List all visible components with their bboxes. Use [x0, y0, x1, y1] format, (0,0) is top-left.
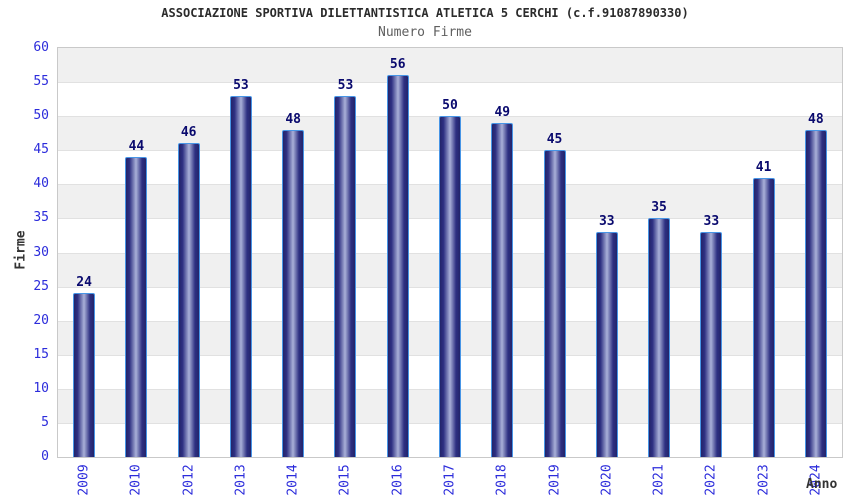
- x-tick-label: 2014: [285, 464, 301, 496]
- grid-line: [58, 82, 842, 84]
- bar-value-label: 53: [233, 77, 249, 93]
- bar-value-label: 33: [703, 214, 720, 230]
- chart-subtitle: Numero Firme: [378, 25, 472, 40]
- bar-value-label: 56: [389, 57, 406, 73]
- x-tick-label: 2018: [494, 464, 510, 496]
- y-tick-label: 45: [33, 142, 49, 158]
- x-tick-label: 2012: [181, 464, 197, 496]
- y-tick-label: 60: [33, 40, 49, 55]
- bar: [543, 150, 566, 457]
- y-tick-label: 0: [41, 449, 49, 464]
- bar: [439, 116, 461, 457]
- bar: [648, 218, 671, 457]
- y-tick-label: 30: [33, 244, 49, 260]
- x-axis-label: Anno: [806, 477, 838, 492]
- bar-value-label: 24: [76, 275, 92, 291]
- bar-value-label: 48: [808, 111, 824, 127]
- x-tick-label: 2019: [547, 464, 563, 496]
- x-tick-label: 2015: [337, 464, 353, 496]
- plot-area: 24 44 46 53 48 53 56 50 49 45 33 35 33 41 48: [57, 47, 843, 458]
- bar: [125, 157, 148, 457]
- y-tick-label: 25: [33, 278, 49, 294]
- x-tick-label: 2016: [390, 464, 406, 496]
- y-tick-label: 5: [41, 414, 49, 430]
- y-tick-label: 10: [33, 380, 49, 396]
- grid-band: [58, 82, 842, 117]
- bar: [73, 293, 96, 457]
- chart-title: ASSOCIAZIONE SPORTIVA DILETTANTISTICA AT…: [161, 6, 689, 20]
- bar-value-label: 50: [442, 98, 458, 114]
- x-tick-label: 2017: [442, 464, 458, 496]
- y-tick-label: 55: [33, 74, 49, 90]
- y-tick-label: 20: [33, 312, 49, 328]
- y-tick-label: 35: [33, 210, 49, 226]
- y-tick-label: 50: [33, 108, 49, 124]
- bar-value-label: 53: [337, 77, 354, 93]
- bar: [229, 95, 252, 457]
- x-tick-label: 2013: [233, 464, 249, 496]
- bar: [752, 177, 775, 457]
- bar-value-label: 45: [546, 132, 563, 148]
- bar-value-label: 44: [128, 139, 145, 155]
- x-tick-label: 2009: [76, 464, 92, 496]
- bar: [491, 122, 514, 457]
- x-tick-label: 2023: [756, 464, 772, 496]
- bar-value-label: 41: [755, 159, 772, 175]
- bar: [177, 143, 200, 457]
- bar: [282, 129, 305, 457]
- y-tick-label: 15: [33, 346, 49, 362]
- bar: [386, 75, 409, 457]
- x-tick-label: 2010: [128, 464, 144, 496]
- bar: [804, 129, 827, 457]
- x-tick-label: 2021: [651, 464, 667, 496]
- bar-value-label: 33: [598, 214, 615, 230]
- y-tick-label: 40: [33, 176, 49, 192]
- bar: [700, 232, 723, 457]
- bar: [595, 232, 618, 457]
- grid-band: [58, 48, 842, 83]
- x-tick-label: 2022: [703, 464, 719, 496]
- bar-value-label: 46: [180, 125, 197, 141]
- bar-value-label: 48: [285, 111, 302, 127]
- bar-value-label: 35: [651, 200, 667, 216]
- bar: [334, 95, 357, 457]
- bar-value-label: 49: [494, 104, 511, 120]
- x-tick-label: 2020: [599, 464, 615, 496]
